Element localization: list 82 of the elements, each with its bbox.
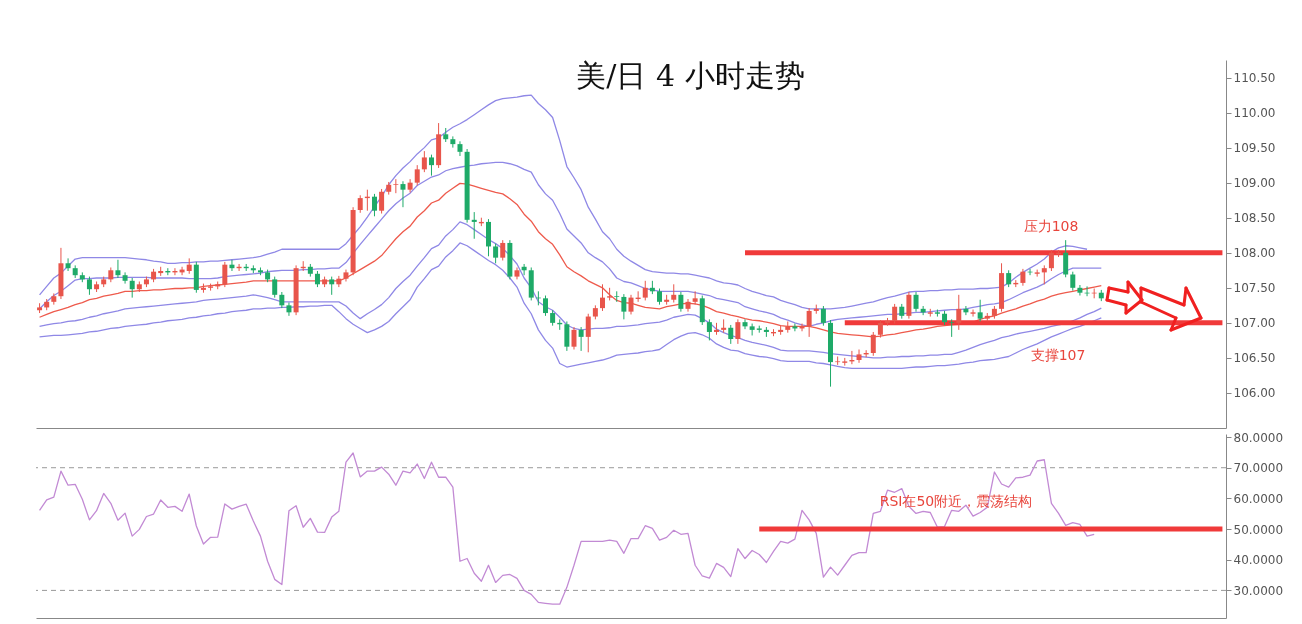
candlestick [1063,239,1069,278]
candlestick [628,294,634,315]
candlestick [129,277,135,299]
y-tick-label: 110.50 [1233,71,1276,86]
candlestick [585,313,591,353]
y-tick-label: 30.0000 [1233,583,1284,598]
y-tick-label: 70.0000 [1233,461,1284,476]
candlestick [749,323,755,336]
candlestick [970,309,976,318]
candlestick [956,294,962,331]
annotation: RSI在50附近，震荡结构 [879,493,1033,509]
y-tick-label: 40.0000 [1233,553,1284,568]
candlestick [1077,284,1083,297]
candlestick [906,291,912,320]
candlestick [500,239,506,261]
candlestick [578,326,584,352]
candlestick [699,295,705,326]
candlestick [571,326,577,350]
chart-title: 美/日 4 小时走势 [576,58,805,93]
line-series [38,161,1102,328]
y-tick-label: 110.00 [1233,106,1276,121]
candlestick [913,291,919,313]
candlestick [286,302,292,317]
candlestick [493,243,499,264]
candlestick [272,276,278,299]
y-tick-label: 107.50 [1233,281,1276,296]
candlestick [86,276,92,296]
candlestick [692,290,698,306]
candlestick [799,323,805,332]
candlestick [742,318,748,330]
line-series [38,242,1102,370]
candlestick [421,150,427,173]
candlestick [600,283,605,312]
candlestick [414,164,420,186]
candlestick [614,290,620,303]
line-series [38,452,1095,605]
y-tick-label: 109.00 [1233,176,1276,191]
candlestick [685,298,691,313]
candlestick [977,299,983,322]
candlestick [564,320,570,352]
candlestick [122,271,128,285]
candlestick [735,318,741,345]
y-tick-label: 106.50 [1233,351,1276,366]
y-tick-label: 108.50 [1233,211,1276,226]
y-tick-label: 50.0000 [1233,522,1284,537]
candlestick [949,318,955,338]
candlestick [393,178,399,194]
candlestick [1041,264,1047,285]
candlestick [379,188,385,215]
candlestick [371,193,377,217]
candlestick [678,291,684,313]
y-tick-label: 80.0000 [1233,430,1284,445]
candlestick [428,154,434,177]
candlestick [892,303,898,325]
candlestick [457,140,463,157]
y-tick-label: 108.00 [1233,246,1276,261]
candlestick [400,180,406,208]
y-tick-label: 107.00 [1233,316,1276,331]
annotation: 支撑107 [1030,347,1086,363]
candlestick [706,318,712,341]
candlestick [1070,271,1076,292]
candlestick [65,257,71,272]
candlestick [450,135,456,149]
candlestick [471,211,477,240]
y-tick-label: 60.0000 [1233,491,1284,506]
candlestick [115,259,121,279]
candlestick [728,324,734,345]
candlestick [1048,249,1054,272]
annotation: 压力108 [1023,218,1079,234]
y-tick-label: 106.00 [1233,386,1276,401]
candlestick [329,276,335,296]
candlestick [721,318,727,334]
candlestick [642,280,648,301]
candlestick [671,283,677,304]
candlestick [222,261,228,288]
candlestick [542,295,548,317]
candlestick [856,348,862,364]
candlestick [792,323,798,332]
y-tick-label: 109.50 [1233,141,1276,156]
candlestick [621,293,627,320]
candlestick [407,178,413,193]
candlestick [820,305,826,327]
